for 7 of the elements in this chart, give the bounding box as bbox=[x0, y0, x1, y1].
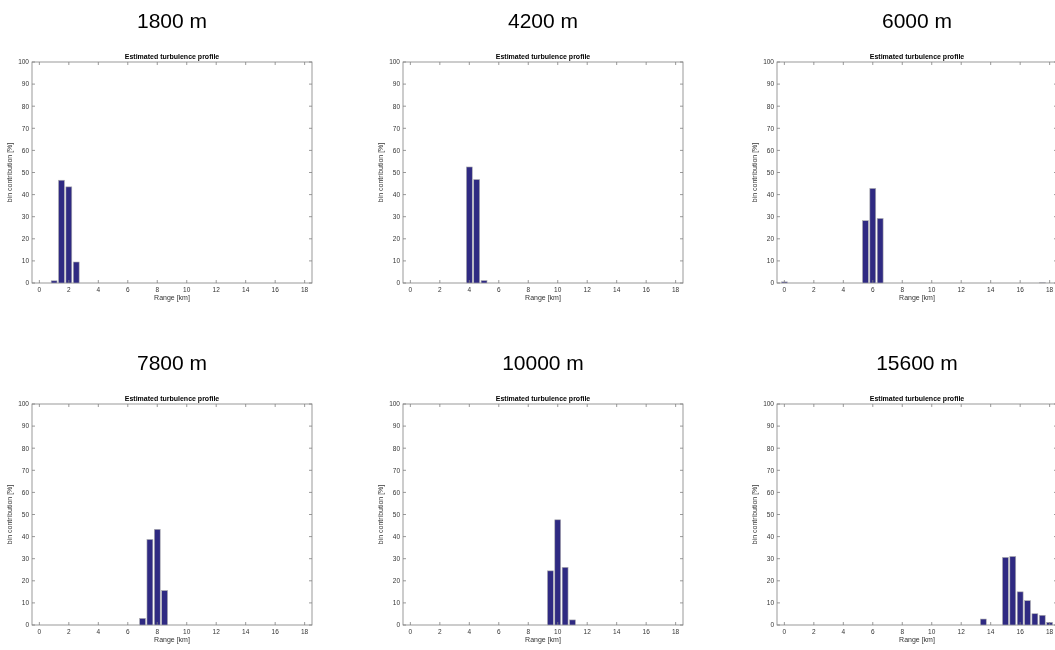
chart-title: 7800 m bbox=[136, 351, 208, 374]
bar bbox=[980, 618, 987, 626]
chart-title: 6000 m bbox=[881, 9, 953, 32]
chart-title: 10000 m bbox=[502, 351, 584, 374]
chart-title: 15600 m bbox=[876, 351, 958, 374]
chart-title: 1800 m bbox=[136, 9, 208, 32]
chart-title: 4200 m bbox=[507, 9, 579, 32]
